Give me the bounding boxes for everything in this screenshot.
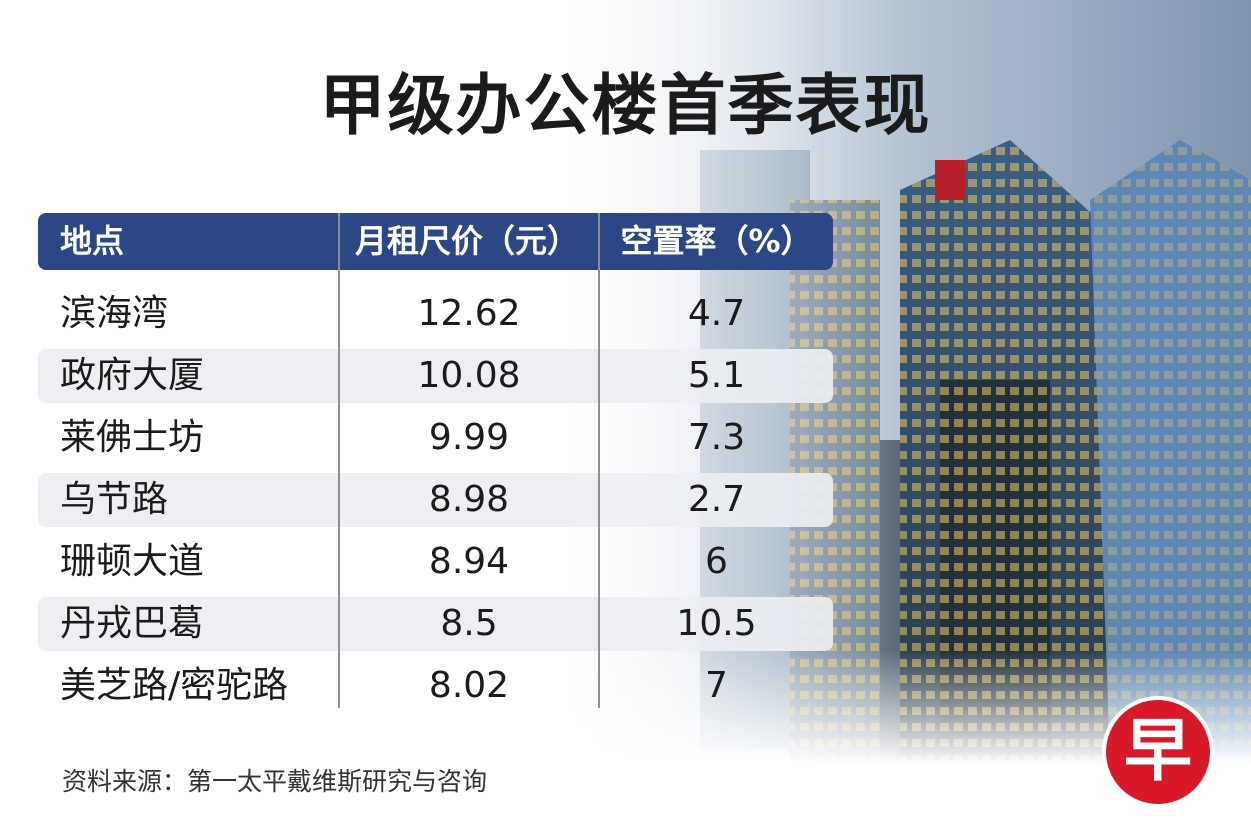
row-shade (38, 349, 833, 403)
location-cell: 莱佛士坊 (60, 417, 205, 458)
title: 甲级办公楼首季表现 (319, 67, 932, 144)
vacancy-cell: 4.7 (687, 293, 746, 334)
vacancy-cell: 2.7 (687, 479, 746, 520)
column-divider (338, 213, 340, 708)
source-note: 资料来源：第一太平戴维斯研究与咨询 (62, 767, 488, 796)
rent-cell: 10.08 (417, 355, 521, 396)
location-cell: 美芝路/密驼路 (60, 665, 289, 706)
column-header: 月租尺价（元） (354, 222, 579, 260)
table-header: 地点 月租尺价（元） 空置率（%） (38, 213, 833, 270)
rent-cell: 8.02 (428, 665, 510, 706)
logo: 早 (1106, 700, 1210, 804)
location-cell: 滨海湾 (60, 293, 169, 334)
column-header: 空置率（%） (620, 222, 813, 260)
rent-cell: 9.99 (428, 417, 510, 458)
vacancy-cell: 6 (705, 541, 728, 582)
rent-cell: 12.62 (417, 293, 521, 334)
location-cell: 乌节路 (60, 479, 169, 520)
row-shade (38, 473, 833, 527)
column-divider (598, 213, 600, 708)
column-header: 地点 (60, 222, 125, 260)
vacancy-cell: 10.5 (676, 603, 757, 644)
location-cell: 政府大厦 (60, 355, 205, 396)
rent-cell: 8.5 (440, 603, 498, 644)
vacancy-cell: 5.1 (687, 355, 746, 396)
vacancy-cell: 7.3 (687, 417, 746, 458)
vacancy-cell: 7 (705, 665, 728, 706)
location-cell: 丹戎巴葛 (60, 603, 205, 644)
rent-cell: 8.94 (428, 541, 510, 582)
location-cell: 珊顿大道 (60, 541, 205, 582)
rent-cell: 8.98 (428, 479, 510, 520)
row-shade (38, 597, 833, 651)
